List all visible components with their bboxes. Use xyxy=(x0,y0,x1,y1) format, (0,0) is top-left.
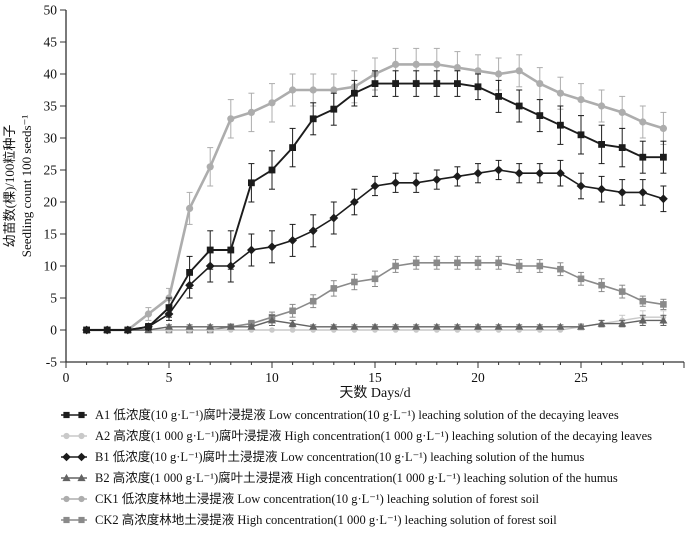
legend-label-ck2: CK2 高浓度林地土浸提液 High concentration(1 000 g… xyxy=(95,512,557,527)
x-tick-label: 20 xyxy=(471,370,485,385)
legend-label-a1: A1 低浓度(10 g·L⁻¹)腐叶浸提液 Low concentration(… xyxy=(95,407,619,422)
y-tick-label: 35 xyxy=(44,99,58,114)
x-tick-label: 25 xyxy=(574,370,588,385)
y-tick-label: 25 xyxy=(44,163,58,178)
legend-item-ck1: CK1 低浓度林地土浸提液 Low concentration(10 g·L⁻¹… xyxy=(60,488,700,509)
x-axis-label: 天数 Days/d xyxy=(339,385,410,401)
legend-item-a1: A1 低浓度(10 g·L⁻¹)腐叶浸提液 Low concentration(… xyxy=(60,404,700,425)
legend-label-b1: B1 低浓度(10 g·L⁻¹)腐叶土浸提液 Low concentration… xyxy=(95,449,585,464)
y-axis-label-en: Seedling count 100 seeds⁻¹ xyxy=(19,115,34,258)
y-tick-label: 40 xyxy=(44,67,58,82)
y-tick-label: 30 xyxy=(44,131,58,146)
legend-marker-ck2-icon xyxy=(61,516,87,523)
y-tick-label: 5 xyxy=(50,291,57,306)
legend-marker-b2-icon xyxy=(61,473,87,481)
y-tick-label: 0 xyxy=(50,323,57,338)
legend-label-a2: A2 高浓度(1 000 g·L⁻¹)腐叶浸提液 High concentrat… xyxy=(95,428,653,443)
seedling-count-line-chart: 0 5 10 15 20 25 -5 0 5 10 15 20 25 30 35 40 45 50 天数 Days/… xyxy=(2,3,685,401)
y-tick-label: 45 xyxy=(44,35,58,50)
legend-label-b2: B2 高浓度(1 000 g·L⁻¹)腐叶土浸提液 High concentra… xyxy=(95,470,618,485)
legend-marker-ck1-icon xyxy=(61,495,87,502)
x-tick-label: 15 xyxy=(368,370,382,385)
legend-marker-b1-icon xyxy=(61,452,87,461)
legend-item-ck2: CK2 高浓度林地土浸提液 High concentration(1 000 g… xyxy=(60,509,700,530)
y-tick-label: 10 xyxy=(44,259,58,274)
series-a1 xyxy=(83,70,667,334)
legend: A1 低浓度(10 g·L⁻¹)腐叶浸提液 Low concentration(… xyxy=(0,402,700,530)
legend-item-a2: A2 高浓度(1 000 g·L⁻¹)腐叶浸提液 High concentrat… xyxy=(60,425,700,446)
x-tick-label: 5 xyxy=(166,370,173,385)
legend-item-b1: B1 低浓度(10 g·L⁻¹)腐叶土浸提液 Low concentration… xyxy=(60,446,700,467)
legend-marker-a1-icon xyxy=(61,411,87,418)
y-tick-label: -5 xyxy=(46,355,57,370)
y-tick-label: 15 xyxy=(44,227,58,242)
y-tick-label: 50 xyxy=(44,3,58,18)
x-tick-label: 0 xyxy=(63,370,70,385)
y-axis-label-cn: 幼苗数(棵)/100粒种子 xyxy=(2,125,17,248)
legend-item-b2: B2 高浓度(1 000 g·L⁻¹)腐叶土浸提液 High concentra… xyxy=(60,467,700,488)
y-tick-label: 20 xyxy=(44,195,58,210)
legend-label-ck1: CK1 低浓度林地土浸提液 Low concentration(10 g·L⁻¹… xyxy=(95,491,539,506)
x-tick-label: 10 xyxy=(265,370,279,385)
legend-marker-a2-icon xyxy=(61,432,87,439)
